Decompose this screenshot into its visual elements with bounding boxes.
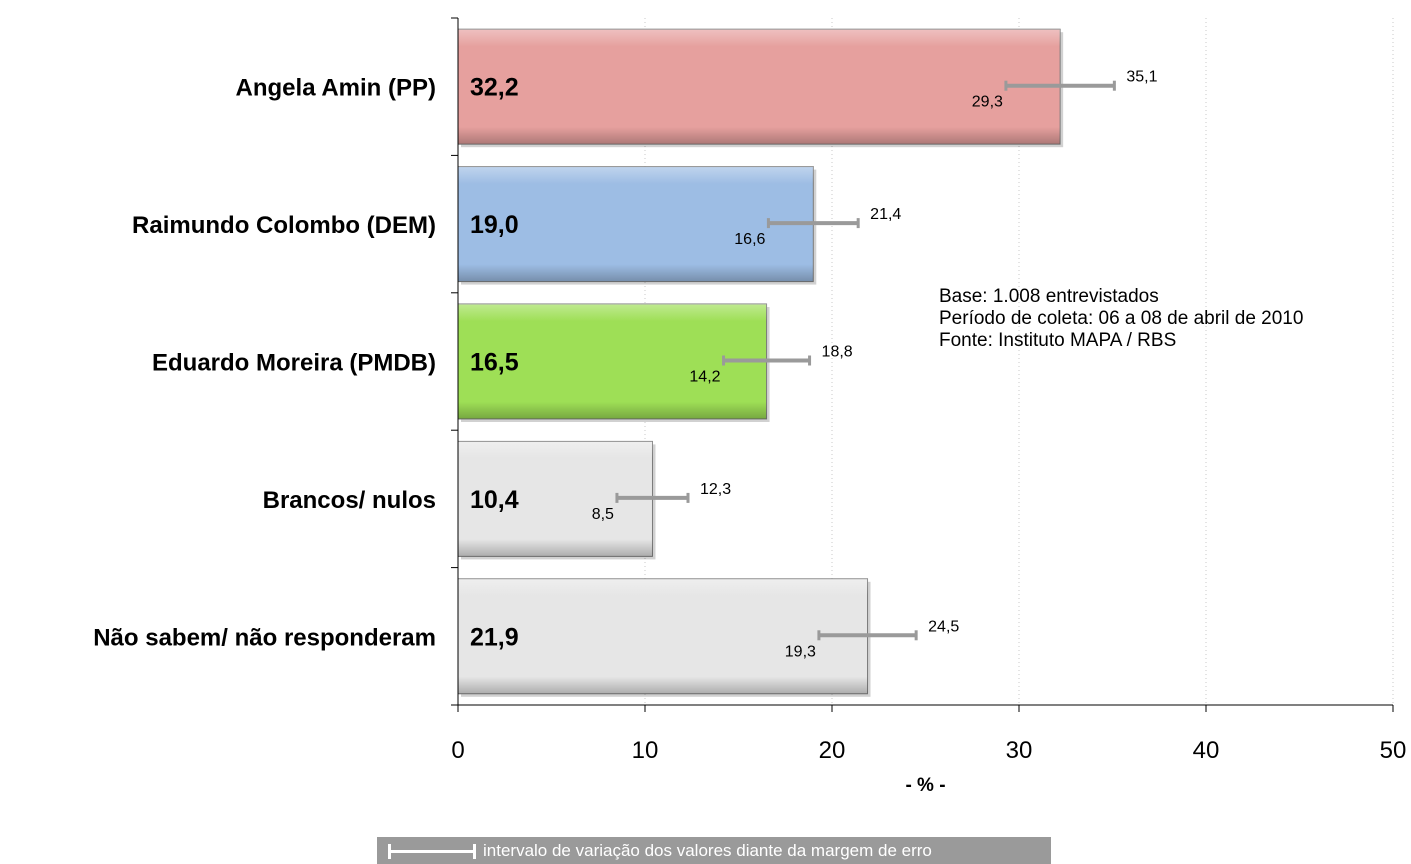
error-high-label: 18,8: [822, 344, 853, 361]
error-low-label: 14,2: [689, 369, 720, 386]
error-high-label: 35,1: [1126, 69, 1157, 86]
source-notes: Base: 1.008 entrevistados Período de col…: [939, 286, 1303, 352]
category-label: Não sabem/ não responderam: [93, 624, 436, 651]
x-tick-label: 20: [819, 737, 846, 764]
error-high-label: 12,3: [700, 481, 731, 498]
x-tick-label: 40: [1193, 737, 1220, 764]
x-tick-label: 30: [1006, 737, 1033, 764]
category-label: Eduardo Moreira (PMDB): [152, 350, 436, 377]
note-base: Base: 1.008 entrevistados: [939, 286, 1303, 308]
error-low-label: 29,3: [972, 94, 1003, 111]
value-label: 10,4: [470, 486, 519, 514]
x-axis-title: - % -: [905, 775, 945, 796]
error-high-label: 24,5: [928, 618, 959, 635]
error-bar-legend-icon: [387, 842, 477, 860]
bars: [458, 29, 1114, 697]
error-bar-legend: intervalo de variação dos valores diante…: [377, 837, 1051, 864]
category-label: Angela Amin (PP): [236, 75, 436, 102]
note-period: Período de coleta: 06 a 08 de abril de 2…: [939, 308, 1303, 330]
bar-bevel: [458, 29, 1060, 144]
x-tick-label: 0: [451, 737, 464, 764]
value-label: 32,2: [470, 74, 519, 102]
x-tick-label: 10: [632, 737, 659, 764]
category-label: Raimundo Colombo (DEM): [132, 212, 436, 239]
legend-text: intervalo de variação dos valores diante…: [483, 841, 932, 861]
error-low-label: 8,5: [592, 506, 614, 523]
value-label: 21,9: [470, 623, 519, 651]
value-label: 19,0: [470, 211, 519, 239]
error-low-label: 16,6: [734, 231, 765, 248]
x-tick-label: 50: [1380, 737, 1407, 764]
category-label: Brancos/ nulos: [263, 487, 436, 514]
error-high-label: 21,4: [870, 206, 901, 223]
bar-bevel: [458, 579, 868, 694]
error-low-label: 19,3: [785, 643, 816, 660]
value-label: 16,5: [470, 349, 519, 377]
note-source: Fonte: Instituto MAPA / RBS: [939, 330, 1303, 352]
